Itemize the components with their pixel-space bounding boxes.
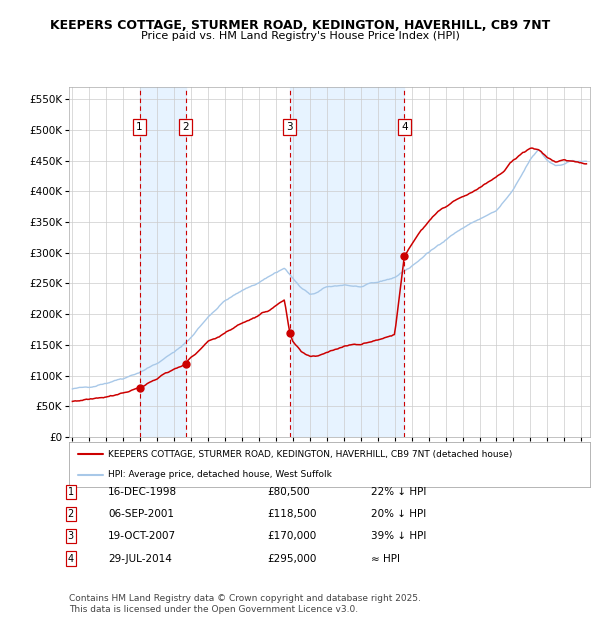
Text: 4: 4 bbox=[401, 122, 407, 131]
Text: £170,000: £170,000 bbox=[267, 531, 316, 541]
Text: 3: 3 bbox=[286, 122, 293, 131]
Text: 2: 2 bbox=[182, 122, 189, 131]
Text: 29-JUL-2014: 29-JUL-2014 bbox=[108, 554, 172, 564]
Text: HPI: Average price, detached house, West Suffolk: HPI: Average price, detached house, West… bbox=[108, 470, 332, 479]
Text: £80,500: £80,500 bbox=[267, 487, 310, 497]
Text: 2: 2 bbox=[68, 509, 74, 519]
Bar bbox=[290, 87, 404, 437]
Text: 1: 1 bbox=[68, 487, 74, 497]
Text: 3: 3 bbox=[68, 531, 74, 541]
Text: 39% ↓ HPI: 39% ↓ HPI bbox=[371, 531, 426, 541]
Text: ≈ HPI: ≈ HPI bbox=[371, 554, 400, 564]
Text: KEEPERS COTTAGE, STURMER ROAD, KEDINGTON, HAVERHILL, CB9 7NT (detached house): KEEPERS COTTAGE, STURMER ROAD, KEDINGTON… bbox=[108, 450, 512, 459]
Text: £295,000: £295,000 bbox=[267, 554, 316, 564]
Text: 16-DEC-1998: 16-DEC-1998 bbox=[108, 487, 177, 497]
Text: 22% ↓ HPI: 22% ↓ HPI bbox=[371, 487, 426, 497]
Text: 1: 1 bbox=[136, 122, 143, 131]
Text: 19-OCT-2007: 19-OCT-2007 bbox=[108, 531, 176, 541]
Text: Contains HM Land Registry data © Crown copyright and database right 2025.
This d: Contains HM Land Registry data © Crown c… bbox=[69, 595, 421, 614]
Text: £118,500: £118,500 bbox=[267, 509, 317, 519]
Text: 4: 4 bbox=[68, 554, 74, 564]
Text: 06-SEP-2001: 06-SEP-2001 bbox=[108, 509, 174, 519]
Text: Price paid vs. HM Land Registry's House Price Index (HPI): Price paid vs. HM Land Registry's House … bbox=[140, 31, 460, 41]
Text: 20% ↓ HPI: 20% ↓ HPI bbox=[371, 509, 426, 519]
Bar bbox=[140, 87, 185, 437]
Text: KEEPERS COTTAGE, STURMER ROAD, KEDINGTON, HAVERHILL, CB9 7NT: KEEPERS COTTAGE, STURMER ROAD, KEDINGTON… bbox=[50, 19, 550, 32]
